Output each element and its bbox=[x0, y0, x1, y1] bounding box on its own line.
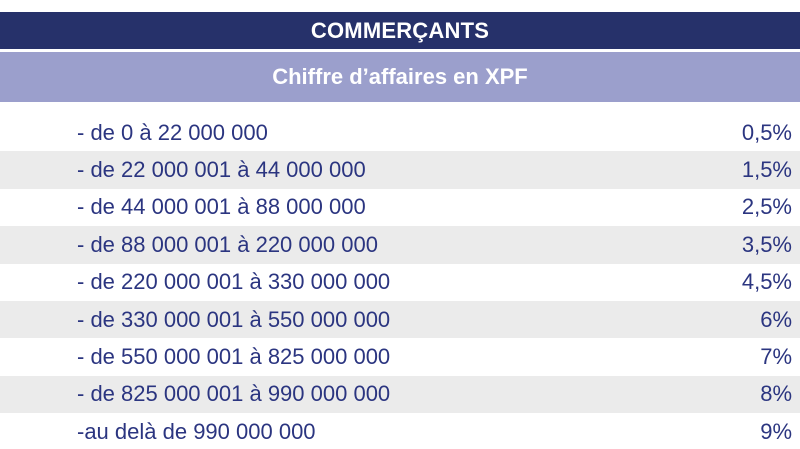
table-row: - de 22 000 001 à 44 000 000 1,5% bbox=[0, 151, 800, 189]
row-range: -au delà de 990 000 000 bbox=[77, 418, 316, 444]
row-rate: 1,5% bbox=[741, 157, 792, 183]
row-range: - de 22 000 001 à 44 000 000 bbox=[77, 157, 366, 183]
table-row: - de 88 000 001 à 220 000 000 3,5% bbox=[0, 226, 800, 264]
row-range: - de 550 000 001 à 825 000 000 bbox=[77, 344, 391, 370]
row-rate: 6% bbox=[760, 306, 792, 332]
row-range: - de 330 000 001 à 550 000 000 bbox=[77, 306, 391, 332]
row-range: - de 220 000 001 à 330 000 000 bbox=[77, 269, 391, 295]
table-row: - de 330 000 001 à 550 000 000 6% bbox=[0, 300, 800, 339]
row-rate: 8% bbox=[760, 381, 792, 407]
row-range: - de 825 000 001 à 990 000 000 bbox=[77, 381, 391, 407]
table-row: - de 44 000 001 à 88 000 000 2,5% bbox=[0, 189, 800, 226]
row-rate: 9% bbox=[760, 418, 792, 444]
table-subtitle-bar: Chiffre d’affaires en XPF bbox=[0, 52, 800, 102]
table-title: COMMERÇANTS bbox=[310, 17, 490, 43]
table-row: - de 550 000 001 à 825 000 000 7% bbox=[0, 338, 800, 375]
table-row: - de 220 000 001 à 330 000 000 4,5% bbox=[0, 264, 800, 301]
table-subtitle: Chiffre d’affaires en XPF bbox=[272, 64, 528, 89]
row-rate: 0,5% bbox=[741, 119, 792, 145]
table-row: - de 0 à 22 000 000 0,5% bbox=[0, 114, 800, 151]
row-rate: 7% bbox=[760, 344, 792, 370]
table-row: -au delà de 990 000 000 9% bbox=[0, 413, 800, 449]
row-rate: 2,5% bbox=[741, 194, 792, 220]
table-title-bar: COMMERÇANTS bbox=[0, 12, 800, 49]
row-range: - de 0 à 22 000 000 bbox=[77, 119, 268, 145]
row-rate: 4,5% bbox=[741, 269, 792, 295]
table-row: - de 825 000 001 à 990 000 000 8% bbox=[0, 375, 800, 414]
row-range: - de 44 000 001 à 88 000 000 bbox=[77, 194, 366, 220]
row-range: - de 88 000 001 à 220 000 000 bbox=[77, 231, 378, 257]
table-body: - de 0 à 22 000 000 0,5% - de 22 000 001… bbox=[0, 114, 800, 449]
row-rate: 3,5% bbox=[741, 231, 792, 257]
